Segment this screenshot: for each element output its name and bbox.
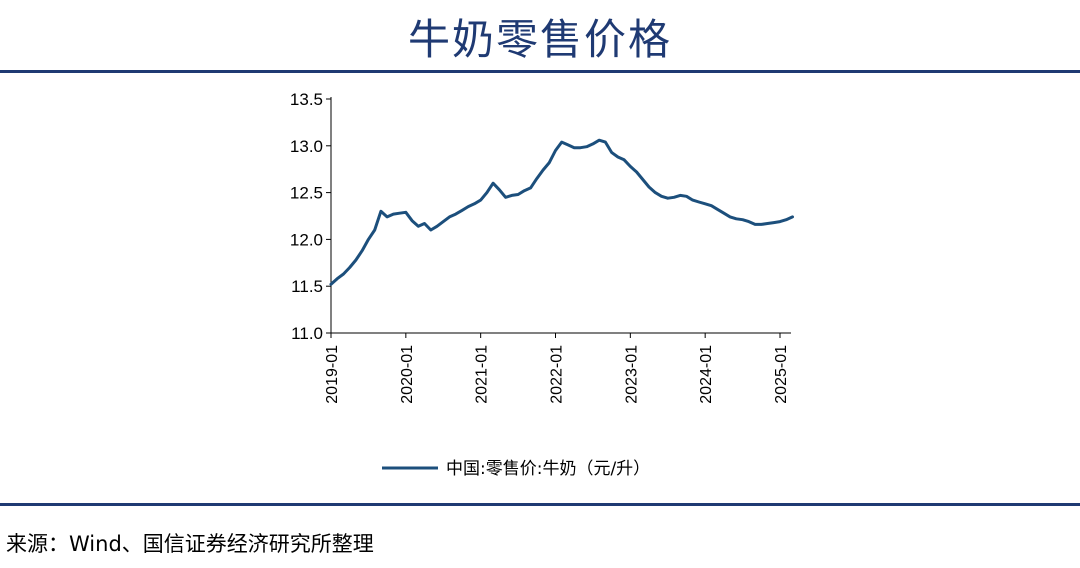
x-tick-label: 2023-01: [623, 345, 640, 404]
legend-label: 中国:零售价:牛奶（元/升）: [446, 459, 650, 479]
x-tick-label: 2019-01: [324, 345, 341, 404]
chart-legend: 中国:零售价:牛奶（元/升）: [382, 459, 650, 479]
bottom-divider: [0, 503, 1080, 506]
page-title: 牛奶零售价格: [407, 15, 672, 64]
y-tick-label: 13.5: [290, 90, 323, 109]
chart-series: [329, 138, 794, 286]
x-tick-label: 2020-01: [399, 345, 416, 404]
y-tick-label: 13.0: [290, 137, 323, 156]
series-line-0: [329, 138, 794, 286]
x-tick-label: 2022-01: [549, 345, 566, 404]
top-divider: [0, 70, 1080, 73]
y-axis-ticks: 11.0 11.5 12.0 12.5 13.0 13.5: [290, 90, 331, 343]
y-tick-label: 12.0: [290, 230, 323, 249]
y-tick-label: 11.0: [291, 324, 323, 343]
x-tick-label: 2021-01: [474, 345, 491, 404]
y-tick-label: 12.5: [290, 184, 323, 203]
y-tick-label: 11.5: [291, 277, 323, 296]
x-axis-ticks: 2019-01 2020-01 2021-01 2022-01 2023-01 2024-…: [324, 333, 790, 404]
source-note: 来源：Wind、国信证券经济研究所整理: [6, 532, 374, 556]
chart-axes: [330, 97, 791, 334]
x-tick-label: 2024-01: [698, 345, 715, 404]
x-tick-label: 2025-01: [773, 345, 790, 404]
